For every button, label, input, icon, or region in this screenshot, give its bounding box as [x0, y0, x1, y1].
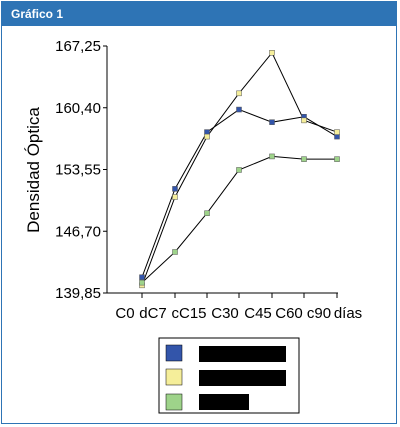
series-3-point — [204, 210, 210, 216]
series-1-point — [139, 274, 145, 280]
panel-title: Gráfico 1 — [2, 2, 396, 26]
x-tick-label: c90 — [307, 305, 331, 322]
x-tick-label: C45 — [244, 305, 272, 322]
series-1-point — [236, 106, 242, 113]
y-tick-label: 146,70 — [55, 223, 101, 240]
legend-swatch-1 — [165, 344, 183, 362]
series-1-point — [269, 119, 275, 125]
series-2-point — [172, 194, 178, 200]
y-tick-label: 167,25 — [55, 38, 101, 55]
series-3-point — [301, 156, 307, 162]
y-ticks: 167,25 160,40 153,55 146,70 139,85 — [55, 38, 107, 302]
legend-swatch-3 — [165, 393, 183, 411]
series-1-point — [204, 129, 210, 135]
y-tick-label: 153,55 — [55, 162, 101, 179]
series-2-point — [236, 90, 242, 97]
legend-swatch-2 — [165, 368, 183, 386]
series-3-point — [172, 249, 178, 255]
series-2-point — [204, 133, 210, 140]
x-tick-label: C60 — [275, 305, 303, 322]
x-tick-label: días — [334, 305, 362, 322]
legend-label-redacted-2 — [199, 370, 286, 386]
series-2-point — [301, 117, 307, 124]
x-tick-label: dC7 — [139, 305, 167, 322]
series-2-point — [334, 129, 340, 135]
x-tick-label: cC15 — [171, 305, 206, 322]
series-2-point — [269, 50, 275, 56]
x-tick-label: C30 — [211, 305, 239, 322]
legend-label-redacted-1 — [199, 346, 286, 362]
series-1-line — [141, 108, 338, 278]
series-3-point — [139, 279, 145, 286]
series-3-point — [269, 153, 275, 160]
series-1-point — [172, 186, 178, 192]
series-markers — [139, 50, 340, 289]
legend-label-redacted-3 — [199, 394, 249, 410]
x-tick-label: C0 — [115, 305, 134, 322]
y-tick-label: 139,85 — [55, 285, 101, 302]
series-3-point — [236, 167, 242, 173]
series-1-point — [334, 133, 340, 140]
y-axis-label: Densidad Óptica — [24, 107, 43, 233]
series-3-point — [334, 156, 340, 162]
y-tick-label: 160,40 — [55, 100, 101, 117]
series-3-line — [141, 155, 337, 283]
legend — [158, 337, 300, 414]
x-ticks: C0 dC7 cC15 C30 C45 C60 c90 días — [115, 293, 362, 322]
